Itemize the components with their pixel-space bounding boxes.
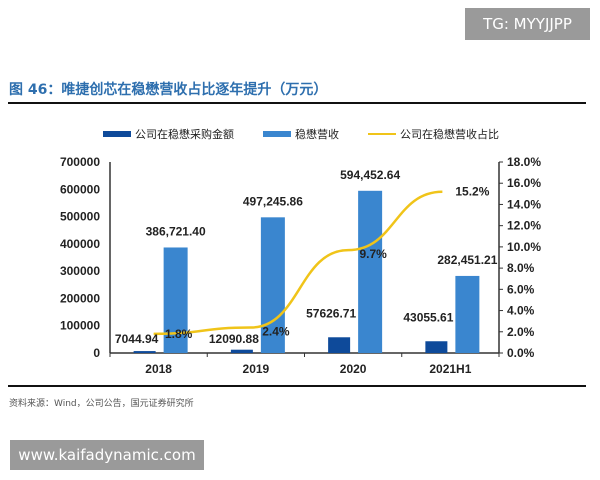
right-tick-label: 0.0% <box>507 346 535 360</box>
bar-purchase <box>230 349 253 353</box>
data-label-purchase: 43055.61 <box>403 310 453 324</box>
right-tick-label: 10.0% <box>507 240 541 254</box>
legend-label: 公司在稳懋营收占比 <box>400 127 499 141</box>
x-tick-label: 2020 <box>340 362 367 376</box>
watermark-top: TG: MYYJJPP <box>465 8 590 40</box>
left-tick-label: 0 <box>93 346 100 360</box>
left-tick-label: 100000 <box>60 319 100 333</box>
left-tick-label: 400000 <box>60 237 100 251</box>
data-label-purchase: 57626.71 <box>306 306 356 320</box>
legend-label: 稳懋营收 <box>295 127 339 141</box>
bar-revenue <box>358 190 383 353</box>
right-tick-label: 14.0% <box>507 197 541 211</box>
bar-purchase <box>133 351 156 353</box>
legend-label: 公司在稳懋采购金额 <box>135 127 234 141</box>
bar-revenue <box>455 275 480 353</box>
page-title: 图 46：唯捷创芯在稳懋营收占比逐年提升（万元） <box>9 82 328 98</box>
data-label-revenue: 594,452.64 <box>340 168 400 182</box>
source-note: 资料来源：Wind，公司公告，国元证券研究所 <box>9 399 194 409</box>
x-tick-label: 2018 <box>145 362 172 376</box>
left-tick-label: 600000 <box>60 182 100 196</box>
bar-revenue <box>163 247 188 353</box>
title-rule <box>8 102 586 104</box>
left-tick-label: 200000 <box>60 291 100 305</box>
data-label-share: 2.4% <box>262 325 290 339</box>
data-label-share: 1.8% <box>165 327 193 341</box>
line-share <box>153 190 443 336</box>
data-label-revenue: 386,721.40 <box>146 224 206 238</box>
right-tick-label: 12.0% <box>507 219 541 233</box>
data-label-purchase: 12090.88 <box>209 332 259 346</box>
right-tick-label: 16.0% <box>507 176 541 190</box>
data-label-revenue: 497,245.86 <box>243 194 303 208</box>
left-tick-label: 500000 <box>60 210 100 224</box>
legend-swatch <box>263 131 291 137</box>
bar-revenue <box>260 217 285 353</box>
data-label-share: 15.2% <box>455 185 489 199</box>
right-tick-label: 6.0% <box>507 282 535 296</box>
left-tick-label: 700000 <box>60 155 100 169</box>
right-tick-label: 18.0% <box>507 155 541 169</box>
right-tick-label: 2.0% <box>507 325 535 339</box>
legend-swatch <box>103 131 131 137</box>
x-tick-label: 2019 <box>243 362 270 376</box>
data-label-purchase: 7044.94 <box>115 332 159 346</box>
watermark-bottom: www.kaifadynamic.com <box>10 440 204 470</box>
data-label-share: 9.7% <box>359 247 387 261</box>
right-tick-label: 8.0% <box>507 261 535 275</box>
bar-purchase <box>425 341 448 353</box>
bottom-rule <box>8 385 586 387</box>
x-tick-label: 2021H1 <box>429 362 471 376</box>
right-tick-label: 4.0% <box>507 304 535 318</box>
left-tick-label: 300000 <box>60 264 100 278</box>
data-label-revenue: 282,451.21 <box>437 253 497 267</box>
bar-purchase <box>328 337 351 353</box>
